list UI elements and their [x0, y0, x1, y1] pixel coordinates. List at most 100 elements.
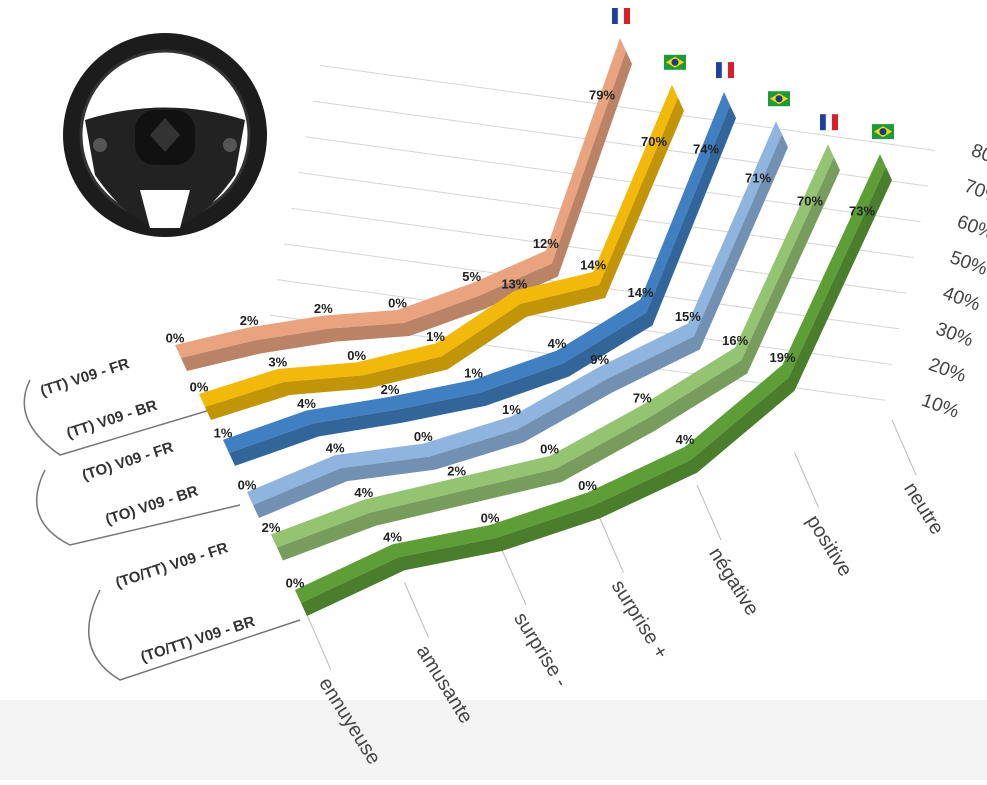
category-guide	[599, 517, 624, 573]
value-label: 2%	[381, 382, 400, 397]
legend-label: (TO) V09 - FR	[80, 439, 176, 484]
legend-label: (TT) V09 - FR	[38, 355, 131, 400]
value-label: 14%	[627, 285, 653, 300]
y-tick-label: 30%	[933, 319, 976, 352]
grid-line	[291, 207, 907, 294]
value-label: 0%	[286, 575, 305, 590]
y-tick-label: 80%	[968, 140, 987, 173]
value-label: 1%	[214, 425, 233, 440]
legend-label: (TO/TT) V09 - FR	[113, 539, 230, 591]
ribbon-top	[175, 38, 626, 358]
value-label: 15%	[675, 309, 701, 324]
ribbon-top	[223, 92, 730, 453]
y-tick-label: 70%	[961, 176, 987, 209]
value-label: 4%	[383, 530, 402, 545]
ribbon-top	[199, 84, 678, 408]
legend-brackets	[23, 379, 301, 681]
flag-stripe	[832, 114, 838, 131]
flag	[664, 54, 686, 70]
value-label: 4%	[326, 441, 345, 456]
y-tick-label: 40%	[940, 283, 983, 316]
x-tick-label: surprise +	[607, 576, 672, 663]
flag-stripe	[825, 113, 833, 131]
flag-stripe	[624, 8, 630, 24]
flag-stripe	[617, 7, 625, 25]
y-tick-label: 10%	[919, 390, 962, 423]
value-label: 4%	[297, 396, 316, 411]
flag	[820, 113, 838, 131]
value-label: 71%	[745, 171, 771, 186]
value-label: 4%	[354, 485, 373, 500]
value-label: 0%	[414, 429, 433, 444]
value-label: 0%	[190, 379, 209, 394]
value-label: 74%	[693, 142, 719, 157]
flag	[872, 124, 894, 140]
value-label: 2%	[447, 463, 466, 478]
ribbon-side	[253, 134, 788, 518]
flag-globe	[671, 58, 679, 66]
value-label: 2%	[240, 313, 259, 328]
flag-stripe	[716, 62, 722, 79]
value-label: 9%	[590, 352, 609, 367]
flag	[612, 7, 630, 25]
value-label: 1%	[464, 365, 483, 380]
category-guide	[404, 582, 429, 638]
ribbon-top	[271, 144, 834, 548]
y-tick-label: 50%	[947, 247, 987, 280]
value-label: 0%	[388, 295, 407, 310]
value-label: 12%	[533, 236, 559, 251]
value-label: 0%	[238, 477, 257, 492]
value-label: 5%	[462, 269, 481, 284]
value-label: 2%	[262, 520, 281, 535]
grid-line	[298, 172, 914, 258]
category-guide	[696, 484, 722, 541]
y-tick-label: 60%	[954, 211, 987, 244]
flag-globe	[879, 128, 887, 136]
value-label: 16%	[722, 333, 748, 348]
ribbon-side	[301, 167, 892, 616]
value-label: 14%	[580, 257, 606, 272]
ribbon-top	[247, 121, 782, 505]
ribbon-side	[277, 157, 840, 561]
value-label: 1%	[502, 402, 521, 417]
x-tick-label: positive	[802, 511, 857, 580]
value-label: 0%	[166, 330, 185, 345]
ribbon-top	[295, 154, 886, 603]
y-tick-label: 20%	[926, 354, 969, 387]
value-label: 0%	[540, 441, 559, 456]
value-label: 0%	[481, 510, 500, 525]
legend-label: (TO) V09 - BR	[103, 482, 200, 528]
ribbon-side	[229, 105, 736, 466]
x-tick-label: neutre	[899, 479, 948, 539]
value-label: 70%	[797, 194, 823, 209]
value-label: 19%	[769, 350, 795, 365]
legend-label: (TT) V09 - BR	[64, 397, 159, 442]
category-guide	[794, 452, 819, 508]
value-label: 7%	[633, 390, 652, 405]
flag-stripe	[728, 62, 734, 79]
flag-stripe	[721, 61, 729, 79]
category-guide	[501, 549, 527, 606]
value-label: 1%	[426, 329, 445, 344]
value-label: 4%	[548, 336, 567, 351]
flag-stripe	[820, 114, 826, 131]
bottom-band	[0, 700, 987, 780]
value-label: 0%	[578, 478, 597, 493]
value-label: 4%	[676, 432, 695, 447]
value-label: 73%	[849, 204, 875, 219]
value-label: 70%	[641, 134, 667, 149]
flag-stripe	[612, 8, 618, 24]
steering-wheel	[63, 33, 267, 237]
value-label: 0%	[347, 348, 366, 363]
x-tick-label: surprise -	[509, 609, 572, 691]
flag	[768, 91, 790, 107]
grid-line	[319, 64, 935, 151]
category-guide	[306, 614, 332, 671]
x-tick-label: négative	[704, 544, 763, 620]
value-label: 79%	[589, 87, 615, 102]
category-guide	[891, 419, 917, 476]
value-label: 13%	[501, 276, 527, 291]
ribbon-side	[205, 97, 684, 421]
